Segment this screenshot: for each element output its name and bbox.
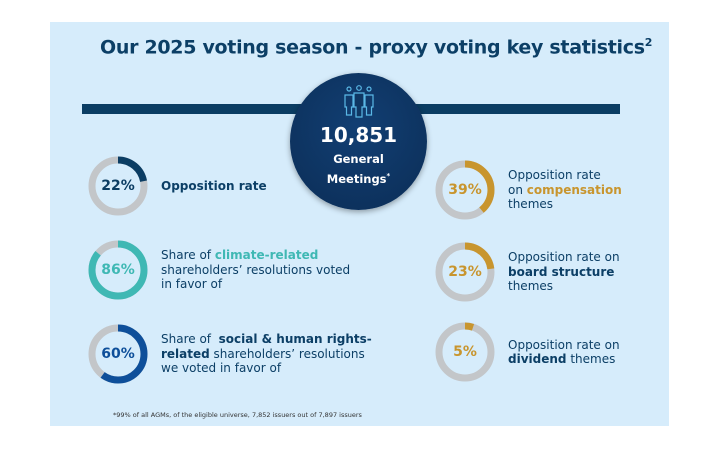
stat-description: Share of climate-related shareholders’ re… [161, 248, 350, 292]
stat-text-segment: shareholders’ resolutions [209, 346, 365, 361]
stat-description: Share of social & human rights-related s… [161, 332, 372, 376]
donut-chart [435, 160, 495, 220]
stat-text-segment: Opposition rate on [508, 250, 620, 265]
donut-percent: 5% [453, 344, 477, 360]
people-group-icon [344, 85, 374, 118]
stat-description: Opposition rate [161, 179, 267, 194]
donut-fill [88, 156, 148, 216]
donut-chart [88, 156, 148, 216]
stat-text-segment: compensation [526, 182, 622, 197]
stat-text-segment: shareholders’ resolutions voted [161, 262, 351, 277]
donut-percent: 23% [448, 264, 482, 280]
stat-text-segment: Opposition rate on [508, 337, 620, 352]
stat-text-segment: themes [508, 279, 554, 294]
title-footnote-ref: 2 [644, 36, 653, 49]
meetings-label: General Meetings* [290, 151, 427, 188]
donut-fill [435, 242, 495, 302]
stat-text-segment: dividend [508, 352, 567, 366]
donut-fill [435, 322, 495, 382]
stat-description: Opposition rate on dividend themes [508, 338, 620, 367]
stat-text-segment: on [508, 182, 527, 197]
general-meetings-badge: 10,851 General Meetings* [290, 73, 427, 210]
stat-text-segment: in favor of [161, 277, 223, 292]
donut-chart [88, 324, 148, 384]
stat-text-segment: Share of [161, 332, 219, 347]
stat-text-segment: related [161, 346, 210, 361]
title-text: Our 2025 voting season - proxy voting ke… [100, 36, 645, 59]
donut-fill [435, 160, 495, 220]
donut-percent: 86% [101, 262, 135, 278]
donut-fill [88, 324, 148, 384]
stat-text-segment: board structure [508, 264, 615, 279]
donut-chart [435, 322, 495, 382]
stat-description: Opposition rate on board structure themes [508, 250, 620, 294]
stat-description: Opposition rate on compensation themes [508, 168, 622, 212]
stat-text-segment: themes [508, 197, 554, 212]
label-line: General [333, 152, 384, 166]
page-title: Our 2025 voting season - proxy voting ke… [100, 36, 652, 58]
donut-chart [88, 240, 148, 300]
stat-text-segment: climate-related [214, 248, 319, 263]
asterisk: * [386, 172, 391, 180]
stat-text-segment: social & human rights- [218, 332, 372, 347]
stat-text-segment: themes [566, 352, 616, 366]
donut-percent: 60% [101, 346, 135, 362]
footnote: *99% of all AGMs, of the eligible univer… [113, 411, 362, 419]
donut-fill [88, 240, 148, 300]
donut-chart [435, 242, 495, 302]
stat-text-segment: Opposition rate [508, 168, 601, 183]
stat-text-segment: Share of [161, 248, 215, 263]
stat-text-segment: Opposition rate [161, 178, 267, 193]
meetings-count: 10,851 [319, 123, 398, 147]
stat-text-segment: we voted in favor of [161, 361, 282, 376]
donut-percent: 22% [101, 178, 135, 194]
donut-percent: 39% [448, 182, 482, 198]
label-line: Meetings [326, 171, 387, 186]
